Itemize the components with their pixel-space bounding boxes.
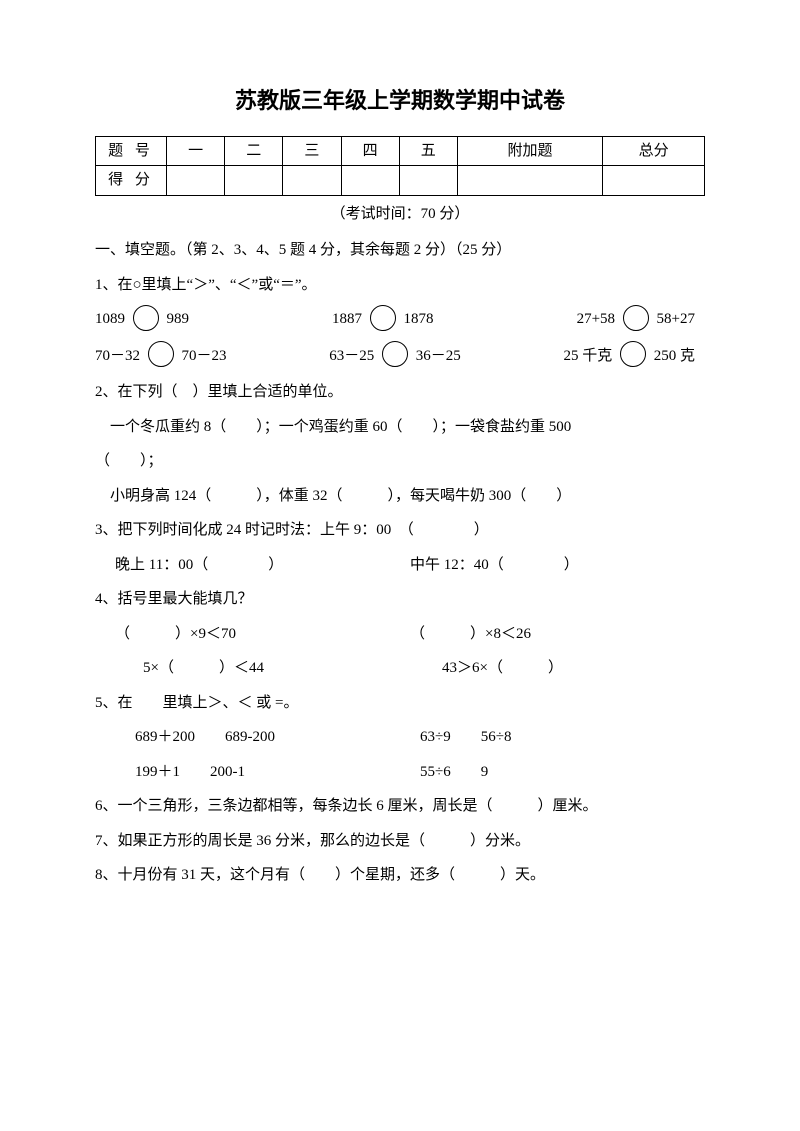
section-heading: 一、填空题。（第 2、3、4、5 题 4 分，其余每题 2 分）（25 分） bbox=[95, 236, 705, 265]
q4-row1: （ ）×9＜70 （ ）×8＜26 bbox=[95, 620, 705, 649]
q4-r1a: （ ）×9＜70 bbox=[95, 620, 410, 649]
q2-prompt: 2、在下列（ ）里填上合适的单位。 bbox=[95, 378, 705, 407]
q5-r1b: 63÷9 56÷8 bbox=[420, 723, 705, 752]
q3-line2: 晚上 11：00（ ） 中午 12：40（ ） bbox=[95, 551, 705, 580]
expr-left: 1089 bbox=[95, 311, 125, 327]
q5-row2: 199＋1 200-1 55÷6 9 bbox=[95, 758, 705, 787]
th-3: 三 bbox=[283, 136, 341, 166]
td-blank bbox=[457, 166, 602, 196]
expr-left: 63－25 bbox=[329, 348, 374, 364]
q2-line3: 小明身高 124（ ），体重 32（ ），每天喝牛奶 300（ ） bbox=[95, 482, 705, 511]
expr-right: 36－25 bbox=[416, 348, 461, 364]
table-row: 得 分 bbox=[96, 166, 705, 196]
q5-row1: 689＋200 689-200 63÷9 56÷8 bbox=[95, 723, 705, 752]
q1-r1-a: 1089 989 bbox=[95, 305, 189, 334]
circle-blank bbox=[370, 305, 396, 331]
th-extra: 附加题 bbox=[457, 136, 602, 166]
expr-right: 1878 bbox=[404, 311, 434, 327]
q8: 8、十月份有 31 天，这个月有（ ）个星期，还多（ ）天。 bbox=[95, 861, 705, 890]
q1-r1-c: 27+58 58+27 bbox=[577, 305, 695, 334]
expr-right: 989 bbox=[167, 311, 190, 327]
q1-r2-b: 63－25 36－25 bbox=[329, 342, 461, 371]
th-2: 二 bbox=[225, 136, 283, 166]
circle-blank bbox=[382, 341, 408, 367]
q2-line1: 一个冬瓜重约 8（ ）；一个鸡蛋约重 60（ ）；一袋食盐约重 500 bbox=[95, 413, 705, 442]
exam-page: 苏教版三年级上学期数学期中试卷 题 号 一 二 三 四 五 附加题 总分 得 分… bbox=[0, 0, 800, 1131]
expr-right: 250 克 bbox=[654, 348, 695, 364]
expr-left: 1887 bbox=[332, 311, 362, 327]
expr-right: 70－23 bbox=[182, 348, 227, 364]
q1-row1: 1089 989 1887 1878 27+58 58+27 bbox=[95, 305, 705, 334]
td-blank bbox=[167, 166, 225, 196]
exam-time: （考试时间：70 分） bbox=[95, 200, 705, 229]
td-blank bbox=[225, 166, 283, 196]
expr-left: 25 千克 bbox=[563, 348, 612, 364]
q5-r2a: 199＋1 200-1 bbox=[95, 758, 420, 787]
q5-prompt: 5、在 里填上＞、＜ 或 =。 bbox=[95, 689, 705, 718]
td-blank bbox=[603, 166, 705, 196]
table-row: 题 号 一 二 三 四 五 附加题 总分 bbox=[96, 136, 705, 166]
score-table: 题 号 一 二 三 四 五 附加题 总分 得 分 bbox=[95, 136, 705, 196]
expr-left: 27+58 bbox=[577, 311, 615, 327]
td-blank bbox=[399, 166, 457, 196]
circle-blank bbox=[623, 305, 649, 331]
q3-prompt: 3、把下列时间化成 24 时记时法：上午 9：00 （ ） bbox=[95, 516, 705, 545]
circle-blank bbox=[620, 341, 646, 367]
q2-line2: （ ）； bbox=[95, 447, 705, 476]
th-4: 四 bbox=[341, 136, 399, 166]
circle-blank bbox=[133, 305, 159, 331]
q5-r1a: 689＋200 689-200 bbox=[95, 723, 420, 752]
td-score-label: 得 分 bbox=[96, 166, 167, 196]
q4-r1b: （ ）×8＜26 bbox=[410, 620, 705, 649]
th-5: 五 bbox=[399, 136, 457, 166]
expr-left: 70－32 bbox=[95, 348, 140, 364]
expr-right: 58+27 bbox=[657, 311, 695, 327]
q4-r2a: 5×（ ）＜44 bbox=[95, 654, 406, 683]
page-title: 苏教版三年级上学期数学期中试卷 bbox=[95, 80, 705, 122]
q4-row2: 5×（ ）＜44 43＞6×（ ） bbox=[95, 654, 705, 683]
td-blank bbox=[283, 166, 341, 196]
q1-r2-c: 25 千克 250 克 bbox=[563, 342, 695, 371]
q1-r1-b: 1887 1878 bbox=[332, 305, 434, 334]
q4-r2b: 43＞6×（ ） bbox=[406, 654, 705, 683]
q6: 6、一个三角形，三条边都相等，每条边长 6 厘米，周长是（ ）厘米。 bbox=[95, 792, 705, 821]
q3-l2a: 晚上 11：00（ ） bbox=[95, 551, 410, 580]
th-number: 题 号 bbox=[96, 136, 167, 166]
th-total: 总分 bbox=[603, 136, 705, 166]
q1-row2: 70－32 70－23 63－25 36－25 25 千克 250 克 bbox=[95, 342, 705, 371]
q3-l2b: 中午 12：40（ ） bbox=[410, 551, 705, 580]
th-1: 一 bbox=[167, 136, 225, 166]
q1-r2-a: 70－32 70－23 bbox=[95, 342, 227, 371]
q7: 7、如果正方形的周长是 36 分米，那么的边长是（ ）分米。 bbox=[95, 827, 705, 856]
q1-prompt: 1、在○里填上“＞”、“＜”或“＝”。 bbox=[95, 271, 705, 300]
td-blank bbox=[341, 166, 399, 196]
q5-r2b: 55÷6 9 bbox=[420, 758, 705, 787]
circle-blank bbox=[148, 341, 174, 367]
q4-prompt: 4、括号里最大能填几？ bbox=[95, 585, 705, 614]
